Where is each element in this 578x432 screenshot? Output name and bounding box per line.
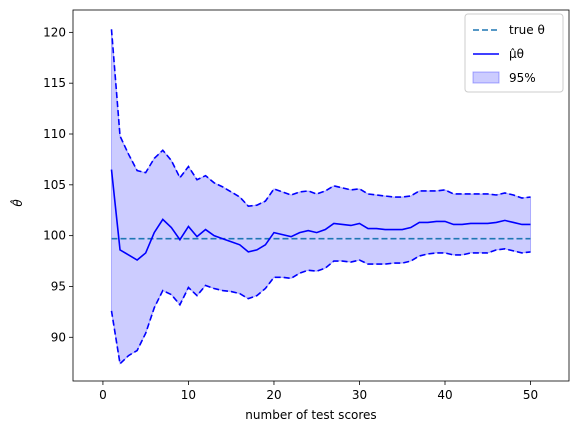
y-tick-label: 115	[43, 76, 66, 90]
x-tick-label: 10	[181, 388, 196, 402]
y-tick-label: 95	[51, 279, 66, 293]
y-tick-label: 110	[43, 127, 66, 141]
lower-bound-line	[110, 248, 531, 366]
x-tick-label: 50	[523, 388, 538, 402]
y-axis-label: θ̂	[9, 199, 25, 207]
x-tick-label: 0	[99, 388, 107, 402]
y-tick-label: 120	[43, 25, 66, 39]
axes-frame	[72, 9, 570, 382]
legend-label: true θ	[509, 23, 545, 37]
y-axis: 90 95 100 105 110 115 120	[43, 25, 73, 344]
y-tick-label: 100	[43, 229, 66, 243]
legend-box	[464, 13, 564, 93]
legend-label: μ̂θ	[509, 47, 524, 61]
y-tick-label: 105	[43, 178, 66, 192]
legend: true θ μ̂θ 95%	[464, 13, 564, 93]
x-axis: 0 10 20 30 40 50	[99, 381, 538, 402]
x-tick-label: 30	[352, 388, 367, 402]
y-tick-label: 90	[51, 330, 66, 344]
mean-estimate-line	[110, 169, 531, 262]
upper-bound-line	[110, 29, 531, 208]
x-axis-label: number of test scores	[245, 408, 376, 422]
x-tick-label: 40	[437, 388, 452, 402]
x-tick-label: 20	[266, 388, 281, 402]
plot-area	[110, 29, 532, 366]
legend-swatch-band	[472, 71, 500, 84]
legend-label: 95%	[509, 71, 536, 85]
